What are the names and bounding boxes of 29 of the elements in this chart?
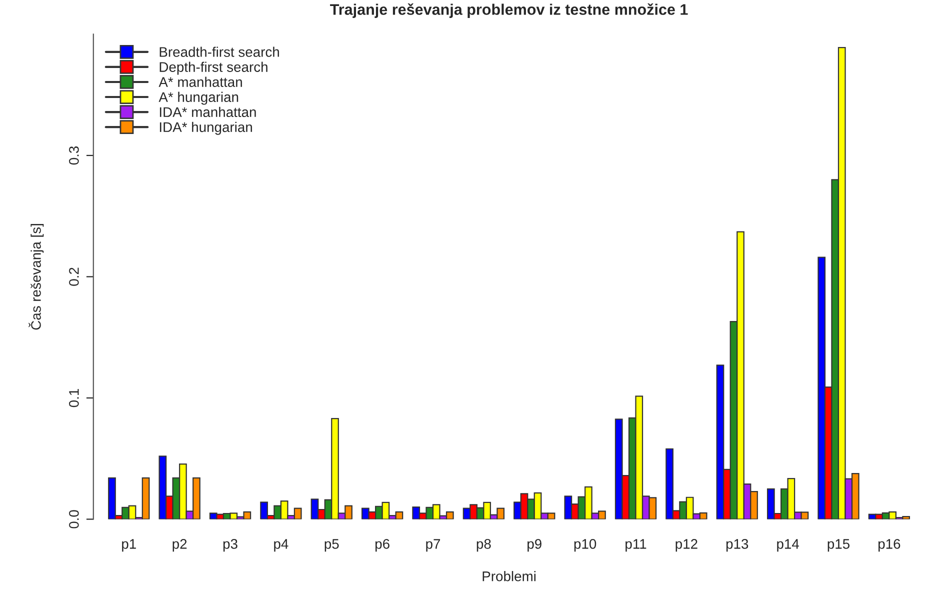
legend-label: IDA* hungarian [160,122,252,135]
x-tick-label: p13 [726,539,748,552]
x-tick-label: p1 [122,539,136,552]
x-axis-title: Problemi [482,571,536,582]
x-tick-label: p5 [324,539,339,552]
y-tick-label: 0.1 [69,388,79,408]
x-tick-label: p6 [375,539,390,552]
x-tick-label: p10 [574,539,596,552]
y-tick-label: 0.3 [69,146,79,165]
y-axis-title: Čas reševanja [s] [28,224,44,330]
legend-label: A* hungarian [158,92,238,105]
x-tick-label: p7 [426,539,440,552]
x-tick-label: p14 [777,539,799,552]
y-tick-label: 0.2 [69,268,79,286]
legend-label: Depth-first search [160,62,268,75]
x-tick-label: p4 [274,539,288,552]
x-tick-label: p3 [223,539,238,552]
y-tick-label: 0.0 [69,510,79,528]
x-tick-label: p11 [626,539,646,552]
x-tick-label: p8 [476,539,491,552]
x-tick-label: p2 [172,539,187,552]
chart-title: Trajanje reševanja problemov iz testne množice 1 [330,3,688,18]
legend-label: A* manhattan [158,76,242,87]
legend-label: Breadth-first search [160,46,279,57]
x-tick-label: p15 [828,539,850,552]
legend-label: IDA* manhattan [160,106,256,118]
x-tick-label: p16 [878,539,900,552]
x-tick-label: p12 [676,539,698,552]
x-tick-label: p9 [528,539,542,552]
